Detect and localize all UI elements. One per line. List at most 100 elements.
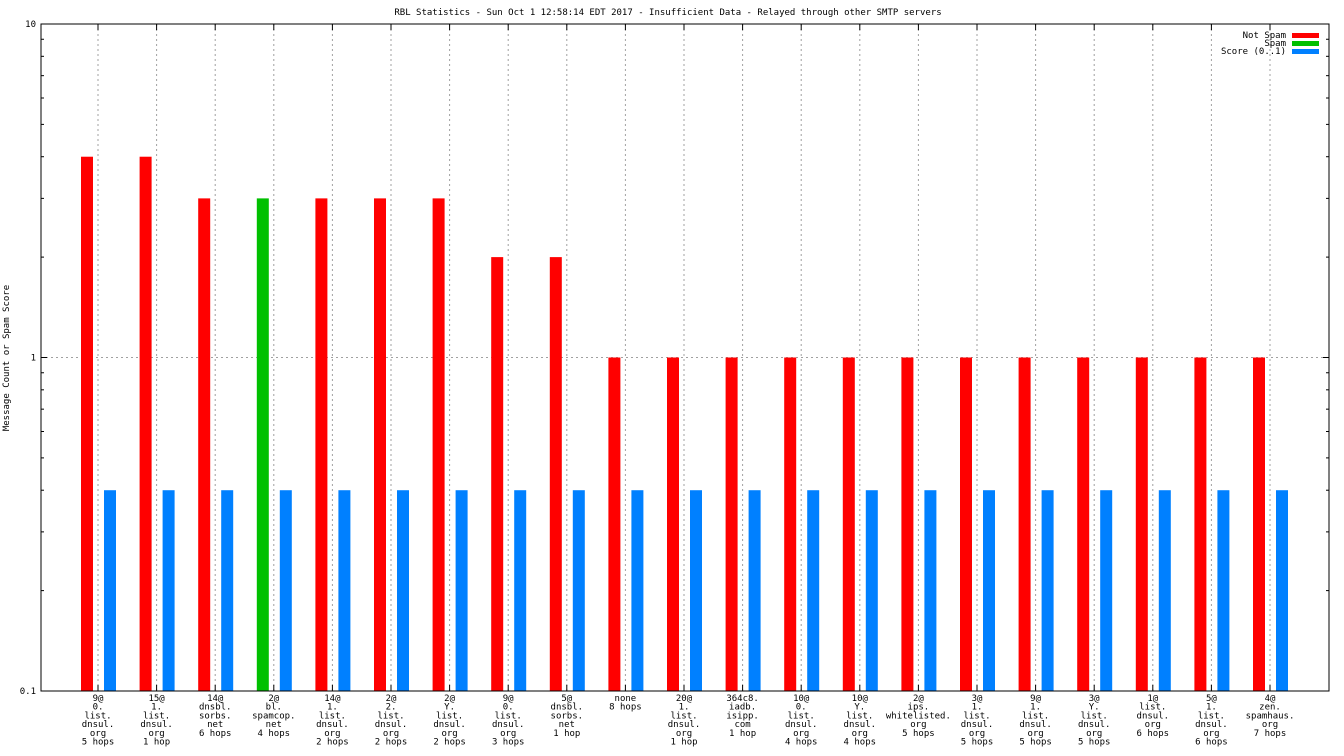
bar-score-0-1	[865, 490, 878, 691]
x-tick-label-line: none	[615, 694, 637, 704]
bar-not-spam	[1194, 357, 1207, 691]
bar-score-0-1	[104, 490, 116, 691]
x-tick-label-line: org	[1145, 720, 1161, 730]
x-tick-label-line: 14@	[324, 694, 341, 704]
x-tick-label-line: dnsul.	[1195, 720, 1228, 730]
x-tick-label-line: net	[559, 720, 575, 730]
x-tick-label-line: 3 hops	[492, 738, 525, 748]
x-tick-label-line: 2 hops	[375, 738, 408, 748]
x-tick-label-line: 6 hops	[199, 729, 232, 739]
x-tick-label-line: org	[793, 729, 809, 739]
x-tick-label-line: 10@	[793, 694, 810, 704]
x-tick-label-line: dnsul.	[82, 720, 115, 730]
bar-score-0-1	[162, 490, 175, 691]
x-tick-label-line: 4@	[1265, 694, 1276, 704]
x-tick-label-line: list.	[846, 711, 873, 721]
x-tick-label: 14@ dnsbl. sorbs. net 6 hops	[199, 694, 232, 739]
y-tick-label: 1	[31, 354, 36, 364]
bar-not-spam	[1135, 357, 1148, 691]
bar-score-0-1	[631, 490, 644, 691]
bar-score-0-1	[397, 490, 409, 691]
bar-not-spam	[667, 357, 679, 691]
x-tick-label-line: 20@	[676, 694, 693, 704]
x-tick-label-line: dnsul.	[1078, 720, 1111, 730]
x-tick-label-line: 1.	[151, 703, 162, 713]
x-tick-label-line: isipp.	[726, 711, 759, 721]
x-tick-label-line: 2 hops	[433, 738, 466, 748]
x-tick-label-line: 5 hops	[961, 738, 994, 748]
x-tick-label-line: list.	[377, 711, 404, 721]
bar-spam	[256, 198, 269, 691]
x-tick-label: 10@ 0. list. dnsul. org 4 hops	[785, 694, 818, 748]
x-tick-label: 9@ 1. list. dnsul. org 5 hops	[1019, 694, 1052, 748]
x-tick-label-line: org	[441, 729, 457, 739]
x-tick-label: 1@ list. dnsul. org 6 hops	[1137, 694, 1170, 739]
x-tick-label-line: 5@	[561, 694, 572, 704]
x-tick-label-line: 8 hops	[609, 703, 642, 713]
x-tick-label-line: 1.	[327, 703, 338, 713]
x-tick-label-line: org	[500, 729, 516, 739]
bar-not-spam	[198, 198, 211, 691]
x-tick-label-line: 2@	[913, 694, 924, 704]
x-tick-label-line: list.	[143, 711, 170, 721]
bar-not-spam	[842, 357, 855, 691]
legend-swatch	[1292, 41, 1319, 46]
x-tick-label-line: 5 hops	[902, 729, 935, 739]
x-tick-label-line: org	[1027, 729, 1043, 739]
bar-score-0-1	[572, 490, 585, 691]
x-tick-label-line: 1.	[1206, 703, 1217, 713]
x-tick-label-line: 5@	[1206, 694, 1217, 704]
x-tick-label-line: dnsul.	[375, 720, 408, 730]
x-tick-label-line: iadb.	[729, 703, 756, 713]
bar-score-0-1	[279, 490, 292, 691]
x-tick-label-line: list.	[84, 711, 111, 721]
x-tick-label-line: org	[90, 729, 106, 739]
x-tick-label: 20@ 1. list. dnsul. org 1 hop	[668, 694, 701, 748]
x-tick-label-line: 10@	[852, 694, 869, 704]
x-tick-label-line: Y.	[1089, 703, 1100, 713]
bar-not-spam	[81, 156, 93, 691]
x-tick-label-line: list.	[319, 711, 346, 721]
bar-score-0-1	[221, 490, 234, 691]
x-tick-label-line: 2.	[386, 703, 397, 713]
x-tick-label-line: 9@	[1030, 694, 1041, 704]
x-tick-label-line: zen.	[1259, 703, 1281, 713]
x-tick-label-line: Y.	[444, 703, 455, 713]
x-tick-label-line: 2 hops	[316, 738, 349, 748]
x-tick-label-line: list.	[495, 711, 522, 721]
x-tick-label-line: dnsul.	[785, 720, 818, 730]
bar-not-spam	[139, 156, 152, 691]
x-tick-label-line: 0.	[796, 703, 807, 713]
bar-score-0-1	[1100, 490, 1113, 691]
x-tick-label-line: org	[1086, 729, 1102, 739]
x-tick-label: 5@ 1. list. dnsul. org 6 hops	[1195, 694, 1228, 748]
x-tick-label-line: 1.	[972, 703, 983, 713]
x-tick-label-line: list.	[1139, 703, 1166, 713]
x-tick-label: 5@ dnsbl. sorbs. net 1 hop	[551, 694, 584, 739]
x-tick-label-line: 1.	[1030, 703, 1041, 713]
x-tick-label-line: 5 hops	[1019, 738, 1052, 748]
x-tick-label-line: ips.	[908, 703, 930, 713]
bar-not-spam	[608, 357, 621, 691]
y-axis-label: Message Count or Spam Score	[2, 285, 12, 431]
x-tick-label-line: org	[324, 729, 340, 739]
bar-not-spam	[432, 198, 445, 691]
x-tick-label-line: dnsul.	[1137, 711, 1170, 721]
x-tick-label-line: org	[148, 729, 164, 739]
x-tick-label-line: 9@	[503, 694, 514, 704]
x-tick-label-line: dnsul.	[316, 720, 349, 730]
x-tick-label-line: 6 hops	[1195, 738, 1228, 748]
x-tick-label-line: org	[910, 720, 926, 730]
x-tick-label-line: org	[969, 729, 985, 739]
x-tick-label-line: org	[676, 729, 692, 739]
x-tick-label-line: 14@	[207, 694, 224, 704]
x-tick-label-line: list.	[1198, 711, 1225, 721]
y-axis: 0.1 1 10	[20, 20, 1329, 697]
x-tick-label-line: 1 hop	[670, 738, 697, 748]
x-tick-label: none 8 hops	[609, 694, 642, 713]
bar-not-spam	[549, 257, 562, 691]
bar-not-spam	[1253, 357, 1265, 691]
x-tick-label-line: 2@	[268, 694, 279, 704]
bar-not-spam	[1077, 357, 1090, 691]
